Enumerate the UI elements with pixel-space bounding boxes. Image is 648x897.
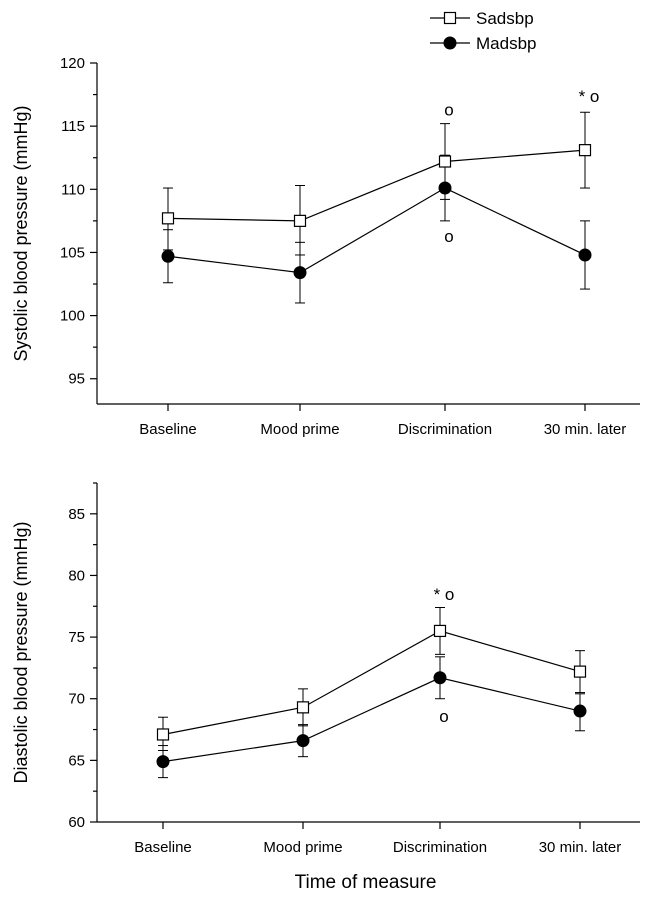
legend: Sadsbp Madsbp <box>430 9 536 53</box>
y-tick-label: 75 <box>68 629 85 646</box>
diastolic-chart: 60 65 70 75 80 85 Baseline Mood prime Discrimina… <box>11 482 640 893</box>
data-point-sadsbp <box>156 728 170 741</box>
y-tick-label: 85 <box>68 506 85 523</box>
y-tick-label: 115 <box>61 118 85 135</box>
data-point-madsbp <box>573 704 587 718</box>
data-point-madsbp <box>296 734 310 748</box>
x-tick-label: 30 min. later <box>544 421 627 438</box>
systolic-chart: 95 100 105 110 115 120 Baseline Mood prime Discr… <box>11 55 640 438</box>
data-point-madsbp <box>293 266 307 280</box>
data-point-madsbp <box>438 181 452 195</box>
data-point-madsbp <box>161 249 175 263</box>
significance-annotation: o <box>439 707 448 726</box>
data-point-sadsbp <box>578 144 592 157</box>
data-point-madsbp <box>156 755 170 769</box>
y-tick-label: 105 <box>60 244 85 261</box>
x-tick-label: Mood prime <box>260 421 339 438</box>
x-tick-label: Baseline <box>134 839 192 856</box>
data-point-sadsbp <box>293 214 307 227</box>
x-tick-label: Baseline <box>139 421 197 438</box>
data-point-sadsbp <box>433 624 447 638</box>
y-tick-label: 60 <box>68 814 85 831</box>
series-line-sadsbp <box>162 630 581 736</box>
significance-annotation: * o <box>579 87 600 106</box>
x-tick-label: 30 min. later <box>539 839 622 856</box>
legend-marker-sadsbp <box>443 11 457 25</box>
y-tick-label: 110 <box>61 181 85 198</box>
y-tick-label: 70 <box>68 691 85 708</box>
data-point-sadsbp <box>161 212 175 225</box>
y-tick-label: 65 <box>68 752 85 769</box>
legend-label: Sadsbp <box>476 9 534 28</box>
x-tick-label: Mood prime <box>263 839 342 856</box>
series-line-madsbp <box>167 187 586 274</box>
x-tick-label: Discrimination <box>398 421 492 438</box>
series-line-madsbp <box>162 677 581 763</box>
data-point-sadsbp <box>296 701 310 714</box>
y-tick-label: 80 <box>68 567 85 584</box>
y-axis-label: Systolic blood pressure (mmHg) <box>11 105 31 361</box>
series-line-sadsbp <box>167 149 586 222</box>
data-point-sadsbp <box>573 665 587 678</box>
data-point-madsbp <box>578 248 592 262</box>
significance-annotation: o <box>444 227 453 246</box>
legend-label: Madsbp <box>476 34 536 53</box>
y-tick-label: 100 <box>60 308 85 325</box>
x-axis-label: Time of measure <box>295 872 437 893</box>
legend-marker-madsbp <box>443 36 457 50</box>
x-tick-label: Discrimination <box>393 839 487 856</box>
y-tick-label: 120 <box>60 55 85 72</box>
y-axis-label: Diastolic blood pressure (mmHg) <box>11 521 31 783</box>
y-tick-label: 95 <box>68 371 85 388</box>
significance-annotation: * o <box>434 585 455 604</box>
significance-annotation: o <box>444 101 453 120</box>
data-point-madsbp <box>433 671 447 685</box>
data-point-sadsbp <box>438 155 452 168</box>
